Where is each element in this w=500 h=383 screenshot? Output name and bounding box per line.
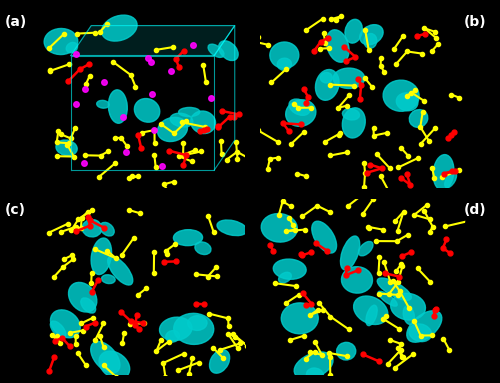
Ellipse shape <box>444 172 456 188</box>
Ellipse shape <box>358 241 373 256</box>
Ellipse shape <box>274 259 306 279</box>
Ellipse shape <box>342 267 372 293</box>
Text: (d): (d) <box>464 203 486 217</box>
Ellipse shape <box>316 70 339 100</box>
Ellipse shape <box>433 155 454 190</box>
Ellipse shape <box>366 305 377 326</box>
Ellipse shape <box>390 293 426 320</box>
Polygon shape <box>71 26 235 56</box>
Ellipse shape <box>277 58 291 70</box>
Ellipse shape <box>90 342 120 373</box>
Ellipse shape <box>407 311 442 342</box>
Ellipse shape <box>377 278 412 300</box>
Ellipse shape <box>99 351 130 379</box>
Ellipse shape <box>102 15 137 41</box>
Ellipse shape <box>270 42 299 69</box>
Ellipse shape <box>286 100 316 126</box>
Ellipse shape <box>336 342 356 360</box>
Ellipse shape <box>174 313 214 344</box>
Ellipse shape <box>340 236 359 270</box>
Text: (b): (b) <box>464 15 486 29</box>
Ellipse shape <box>82 219 102 237</box>
Ellipse shape <box>210 350 230 373</box>
Ellipse shape <box>134 98 160 122</box>
Ellipse shape <box>282 303 319 334</box>
Ellipse shape <box>170 113 193 127</box>
Ellipse shape <box>364 34 377 48</box>
Ellipse shape <box>261 214 298 242</box>
Ellipse shape <box>50 321 66 338</box>
Ellipse shape <box>410 110 428 127</box>
Ellipse shape <box>218 41 238 61</box>
Ellipse shape <box>102 275 115 283</box>
Ellipse shape <box>108 256 133 285</box>
Ellipse shape <box>91 238 112 275</box>
Ellipse shape <box>108 90 128 123</box>
Ellipse shape <box>378 291 397 306</box>
Ellipse shape <box>345 19 362 43</box>
Ellipse shape <box>56 140 77 155</box>
Ellipse shape <box>312 221 336 253</box>
Ellipse shape <box>217 220 247 236</box>
Ellipse shape <box>409 324 432 342</box>
Ellipse shape <box>158 117 188 142</box>
Ellipse shape <box>326 30 349 62</box>
Ellipse shape <box>403 306 414 324</box>
Ellipse shape <box>195 242 211 255</box>
Ellipse shape <box>178 107 200 116</box>
Ellipse shape <box>81 298 96 313</box>
Ellipse shape <box>342 108 365 138</box>
Ellipse shape <box>50 310 80 338</box>
Ellipse shape <box>306 368 324 382</box>
Ellipse shape <box>342 109 359 120</box>
Ellipse shape <box>68 282 97 312</box>
Ellipse shape <box>174 230 203 246</box>
Ellipse shape <box>333 68 364 88</box>
Ellipse shape <box>278 272 291 283</box>
Ellipse shape <box>294 352 333 379</box>
Ellipse shape <box>396 93 418 111</box>
Text: (c): (c) <box>5 203 26 217</box>
Ellipse shape <box>66 43 78 53</box>
Ellipse shape <box>354 296 388 324</box>
Ellipse shape <box>166 331 179 342</box>
Ellipse shape <box>320 72 332 83</box>
Ellipse shape <box>44 28 78 54</box>
Ellipse shape <box>208 44 224 57</box>
Ellipse shape <box>100 223 114 236</box>
Ellipse shape <box>188 316 207 331</box>
Ellipse shape <box>383 80 419 111</box>
Ellipse shape <box>289 99 310 115</box>
Ellipse shape <box>360 25 383 45</box>
Ellipse shape <box>190 111 216 134</box>
Ellipse shape <box>96 100 110 108</box>
Ellipse shape <box>160 317 192 340</box>
Text: (a): (a) <box>4 15 26 29</box>
